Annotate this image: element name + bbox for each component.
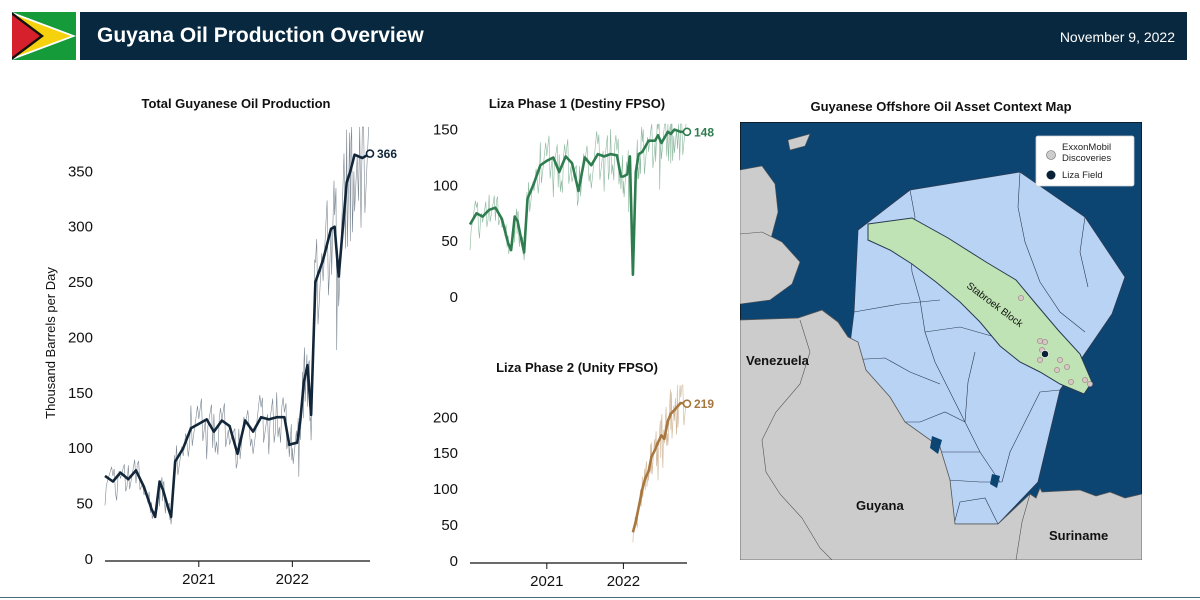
trinidad-island — [787, 133, 811, 151]
series-line — [631, 401, 688, 533]
end-value-label: 366 — [377, 147, 397, 161]
discovery-marker — [1037, 357, 1043, 363]
offshore-context-map: Stabroek Block Venezuela Guyana Suriname… — [740, 122, 1142, 560]
y-tick-label: 300 — [68, 219, 93, 236]
discovery-marker — [1087, 381, 1093, 387]
end-value-label: 219 — [694, 397, 714, 411]
y-tick-label: 200 — [433, 409, 458, 426]
y-tick-label: 100 — [433, 481, 458, 498]
end-point-marker — [365, 149, 375, 158]
y-tick-label: 150 — [433, 445, 458, 462]
x-tick-label: 2021 — [182, 571, 215, 588]
guyana-label: Guyana — [856, 498, 904, 513]
x-tick-label: 2022 — [607, 573, 640, 590]
y-tick-label: 200 — [68, 329, 93, 346]
river-mouth-2 — [990, 474, 1000, 488]
discovery-marker — [1018, 295, 1024, 301]
y-tick-label: 0 — [450, 553, 458, 570]
y-tick-label: 0 — [85, 551, 93, 568]
report-date: November 9, 2022 — [1059, 29, 1175, 45]
y-tick-label: 150 — [433, 122, 458, 139]
total-chart-title: Total Guyanese Oil Production — [141, 96, 331, 111]
page-title: Guyana Oil Production Overview — [97, 24, 424, 47]
y-tick-label: 50 — [441, 517, 458, 534]
phase1-chart-title: Liza Phase 1 (Destiny FPSO) — [488, 96, 666, 111]
discovery-marker — [1054, 367, 1060, 373]
mainland — [740, 309, 1142, 560]
bottom-rule — [0, 597, 1200, 598]
y-tick-label: 100 — [68, 440, 93, 457]
end-point-marker — [682, 127, 692, 137]
map-legend: ExxonMobil Discoveries Liza Field — [1035, 135, 1135, 187]
legend-discoveries-label: ExxonMobil Discoveries — [1062, 142, 1114, 164]
phase2-series: 0 50 100 150 200 2021 2022 219 — [433, 384, 714, 590]
end-point-marker — [682, 399, 692, 408]
y-tick-label: 250 — [68, 274, 93, 291]
legend-liza-marker — [1046, 170, 1056, 180]
phase1-series: 0 50 100 150 148 — [433, 122, 714, 306]
river-mouth — [930, 436, 942, 454]
daily-trace — [632, 384, 687, 543]
discovery-marker — [1057, 357, 1063, 363]
y-tick-label: 350 — [68, 163, 93, 180]
discovery-markers — [1018, 295, 1093, 387]
discovery-marker — [1064, 364, 1070, 370]
legend-liza-label: Liza Field — [1062, 170, 1103, 181]
end-value-label: 148 — [694, 125, 714, 139]
y-tick-label: 0 — [450, 289, 458, 306]
discovery-marker — [1042, 339, 1048, 345]
venezuela-peninsula-land — [740, 231, 801, 305]
series-line — [104, 152, 371, 519]
y-tick-label: 50 — [441, 233, 458, 250]
country-borders — [761, 319, 1031, 560]
y-tick-label: 100 — [433, 177, 458, 194]
y-tick-label: 150 — [68, 385, 93, 402]
venezuela-label: Venezuela — [746, 353, 810, 368]
venezuela-delta-land — [740, 165, 779, 248]
liza-field-marker — [1041, 350, 1049, 358]
phase2-chart-title: Liza Phase 2 (Unity FPSO) — [496, 360, 658, 375]
daily-trace — [469, 123, 687, 273]
x-tick-label: 2022 — [276, 571, 309, 588]
guyana-flag-icon — [12, 12, 76, 60]
suriname-label: Suriname — [1049, 528, 1108, 543]
discovery-marker — [1037, 338, 1043, 344]
discovery-marker — [1082, 377, 1088, 383]
x-tick-label: 2021 — [530, 573, 563, 590]
legend-discovery-marker — [1046, 150, 1056, 160]
y-tick-label: 50 — [76, 496, 93, 513]
map-title: Guyanese Offshore Oil Asset Context Map — [810, 99, 1072, 114]
daily-trace — [104, 126, 369, 525]
discovery-marker — [1068, 379, 1074, 385]
total-production-series: 0 50 100 150 200 250 300 350 2021 2022 Thousand Ba… — [43, 126, 397, 588]
series-line — [468, 128, 687, 276]
stabroek-block — [867, 217, 1093, 395]
y-axis-label: Thousand Barrels per Day — [43, 267, 58, 419]
header-banner: Guyana Oil Production Overview November … — [80, 12, 1187, 60]
